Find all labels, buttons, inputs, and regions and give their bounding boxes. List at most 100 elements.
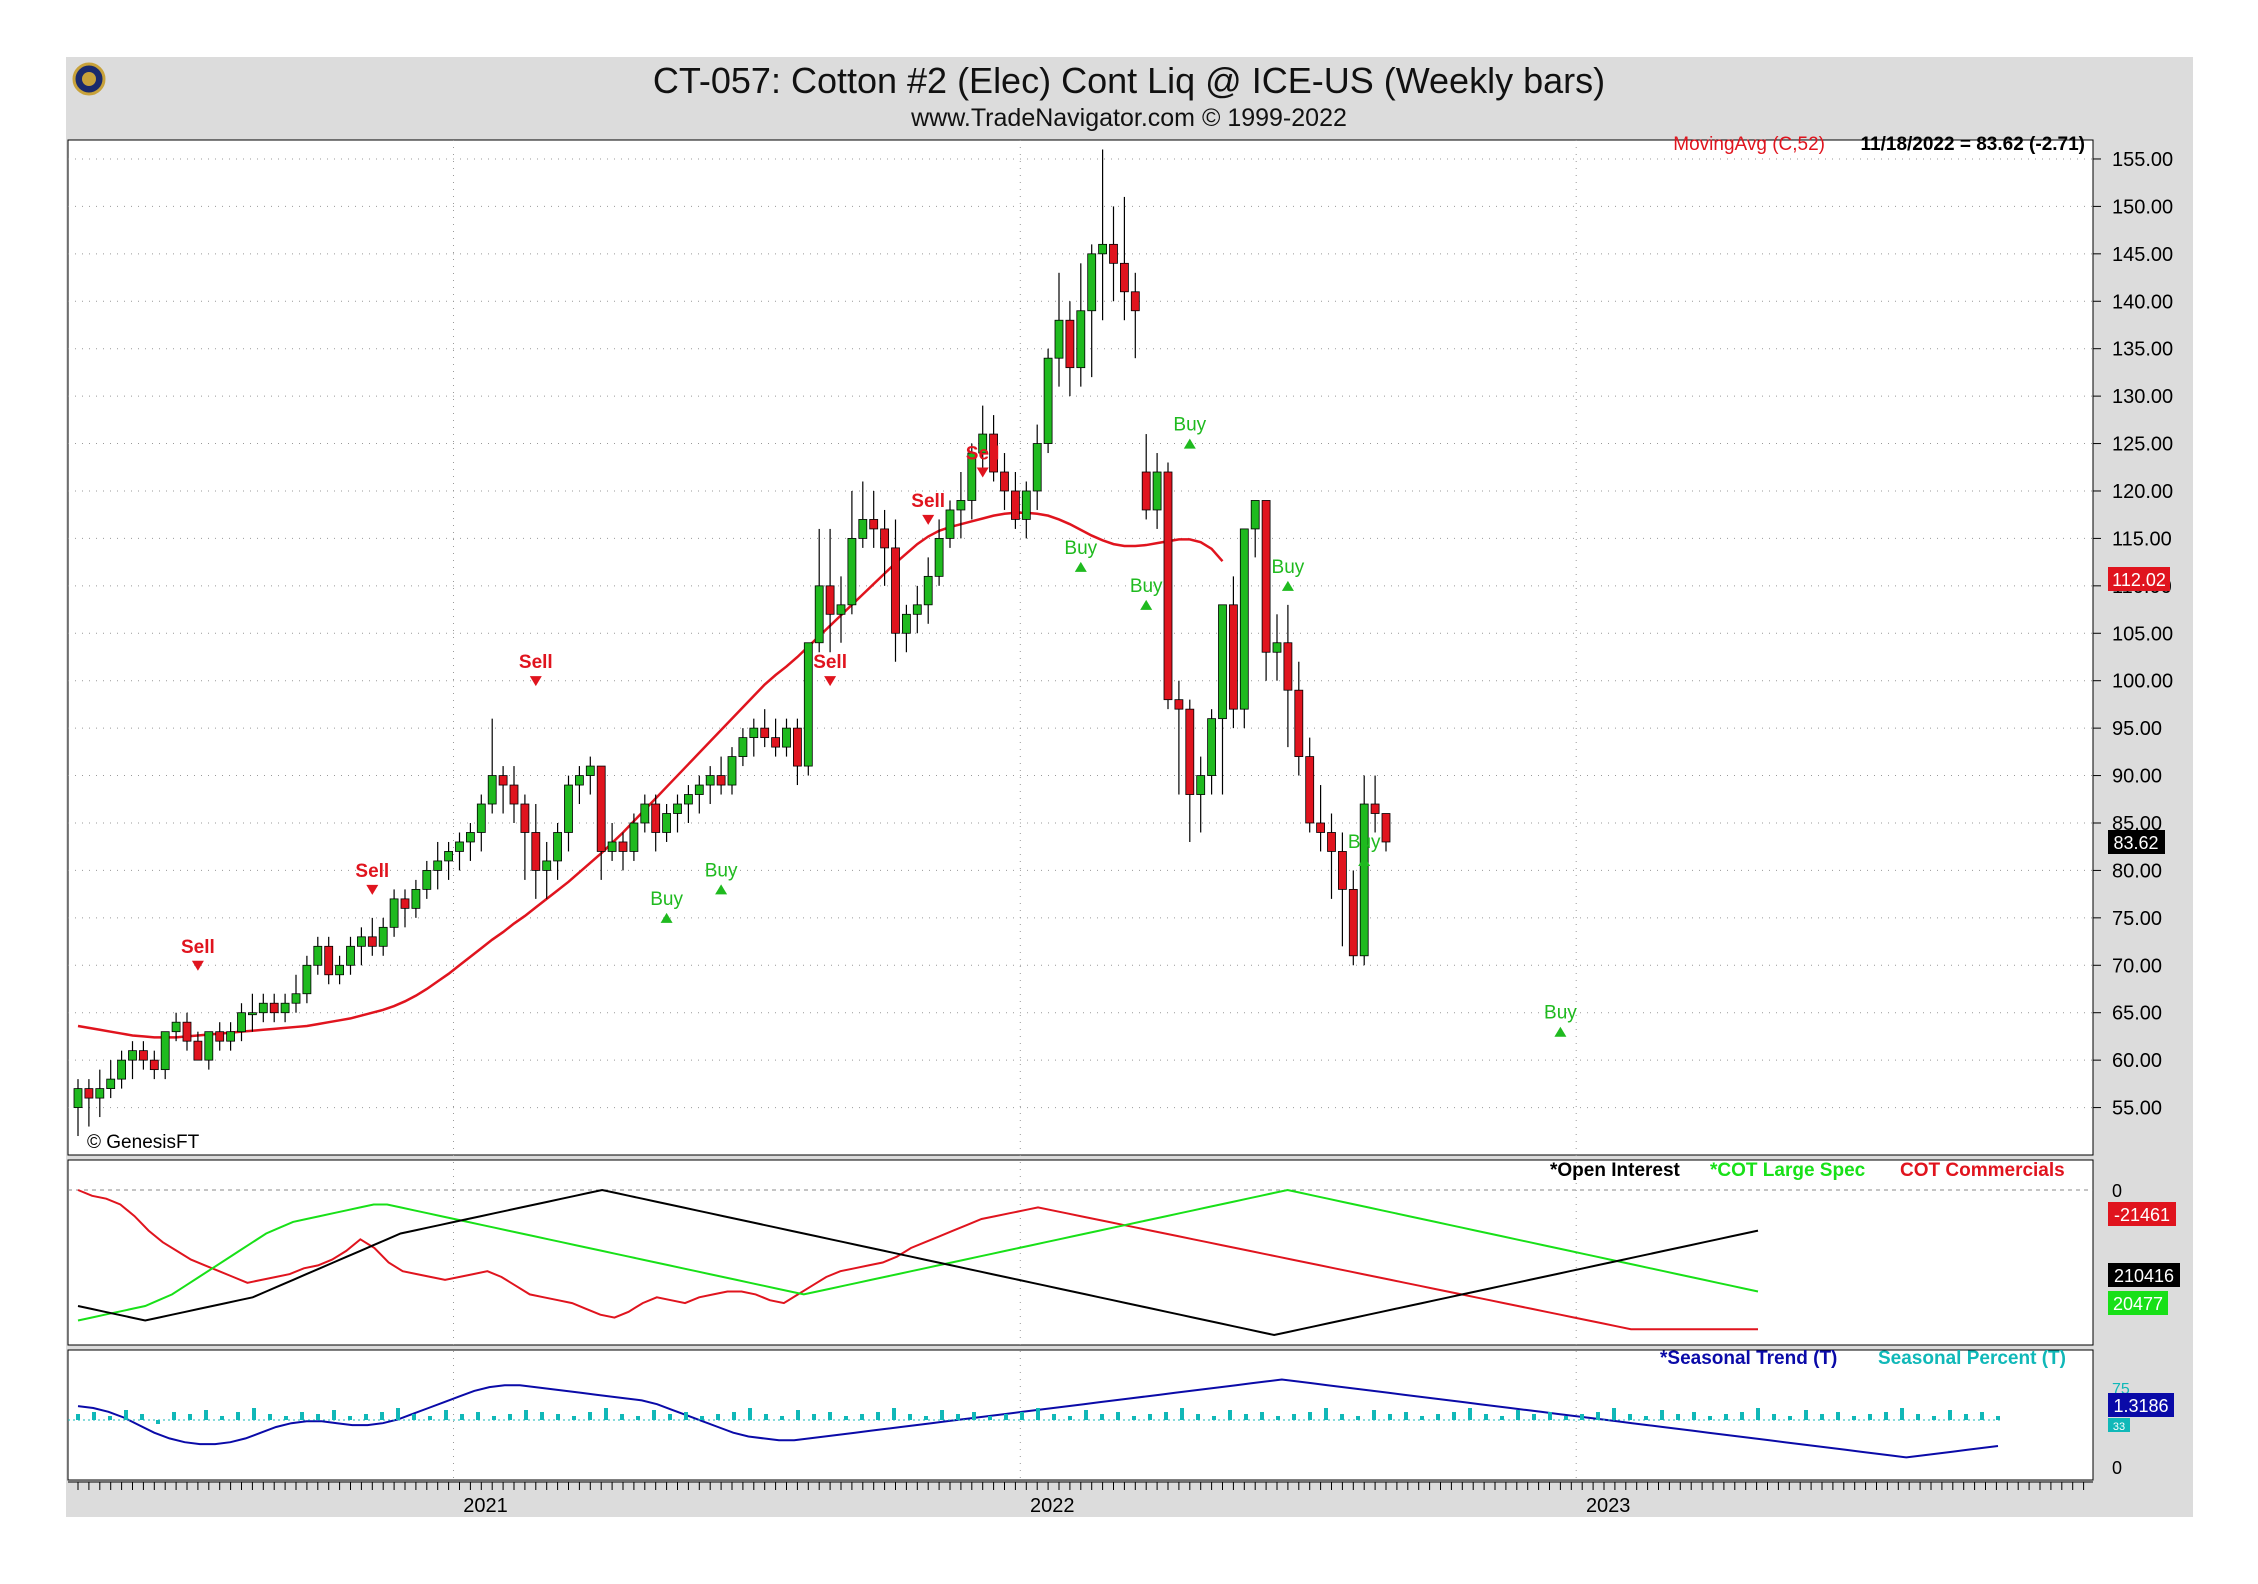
candle: [346, 936, 355, 975]
candle-body: [1120, 262, 1129, 293]
seasonal-percent-bar: [1404, 1412, 1408, 1420]
candle: [1250, 500, 1260, 558]
seasonal-percent-bar: [124, 1410, 128, 1420]
candle-body: [564, 784, 573, 833]
candle-body: [869, 519, 879, 530]
price-tick-label: 80.00: [2112, 860, 2162, 882]
candle: [596, 765, 606, 880]
candle: [356, 927, 366, 966]
candle: [978, 405, 988, 473]
seasonal-percent-bar: [1916, 1414, 1920, 1420]
candle: [1076, 263, 1086, 387]
price-tick-label: 115.00: [2112, 528, 2172, 550]
price-tick-label: 135.00: [2112, 339, 2173, 361]
candle-body: [1043, 357, 1053, 444]
candle-body: [1327, 832, 1336, 852]
candle-body: [128, 1050, 137, 1061]
candle: [880, 509, 889, 586]
price-tick-label: 60.00: [2112, 1050, 2162, 1072]
buy-signal-label: Buy: [650, 889, 683, 910]
seasonal-percent-bar: [172, 1412, 176, 1420]
candle-body: [1283, 642, 1293, 691]
candle-body: [193, 1040, 203, 1061]
candle: [1185, 699, 1195, 842]
price-tick-label: 70.00: [2112, 955, 2162, 977]
open-interest-lines: [77, 1188, 1759, 1337]
candle-body: [455, 841, 464, 852]
seasonal-percent-bar: [876, 1412, 880, 1420]
candle-body: [1250, 500, 1260, 530]
seasonal-percent-bar: [348, 1416, 352, 1420]
candle-body: [760, 727, 770, 739]
candle-body: [465, 832, 475, 843]
candle-body: [291, 993, 301, 1004]
candle-body: [1109, 243, 1118, 264]
seasonal-percent-bar: [1084, 1410, 1088, 1420]
buy-arrow-icon: [715, 884, 728, 895]
seasonal-percent-bar: [1500, 1416, 1504, 1420]
candle-body: [84, 1088, 94, 1099]
seasonal-percent-bar: [748, 1408, 752, 1420]
candle: [400, 889, 410, 928]
seasonal-percent-bar: [1772, 1414, 1776, 1420]
seasonal-percent-bar: [956, 1414, 960, 1420]
candle: [651, 794, 661, 852]
candle-body: [1207, 718, 1216, 776]
candle-body: [149, 1059, 159, 1071]
candle-body: [335, 964, 345, 976]
candle-body: [836, 604, 846, 615]
seasonal-percent-bar: [412, 1414, 416, 1420]
svg-text:33: 33: [2113, 1421, 2125, 1433]
buy-signal-label: Buy: [1348, 832, 1381, 853]
candle-body: [858, 519, 868, 539]
candle: [640, 794, 650, 833]
candle: [793, 718, 802, 786]
candle: [182, 1012, 192, 1051]
sell-signal-label: Sell: [966, 443, 1000, 464]
chart-title: CT-057: Cotton #2 (Elec) Cont Liq @ ICE-…: [652, 60, 1606, 101]
candle: [1338, 832, 1347, 947]
candle-body: [182, 1021, 192, 1042]
buy-signal-label: Buy: [1064, 538, 1097, 559]
candle: [1316, 785, 1325, 852]
candle: [378, 917, 388, 956]
candle-body: [280, 1002, 290, 1014]
candle: [967, 443, 977, 520]
price-tick-label: 95.00: [2112, 718, 2162, 740]
seasonal-percent-bar: [1132, 1416, 1136, 1420]
seasonal-percent-bar: [1100, 1414, 1104, 1420]
candle-body: [1370, 803, 1380, 814]
seasonal-percent-bar: [188, 1414, 192, 1420]
candle: [226, 1022, 236, 1051]
candle: [575, 766, 584, 805]
seasonal-panel: [67, 1349, 2094, 1481]
candle: [324, 936, 334, 985]
candle-body: [771, 737, 780, 748]
seasonal-percent-bar: [1276, 1416, 1280, 1420]
candle: [433, 841, 443, 890]
price-tick-label: 85.00: [2112, 813, 2162, 835]
seasonal-percent-bar: [556, 1414, 560, 1420]
seasonal-percent-bar: [460, 1414, 464, 1420]
buy-arrow-icon: [1281, 580, 1294, 591]
price-tick-label: 55.00: [2112, 1098, 2162, 1120]
seasonal-percent-bar: [1212, 1416, 1216, 1420]
candle: [1032, 424, 1042, 510]
candle-body: [673, 803, 682, 814]
candle: [923, 557, 933, 624]
seasonal-percent-bar: [1580, 1414, 1584, 1420]
candle: [106, 1060, 116, 1099]
oi-series-line: [77, 1188, 1759, 1337]
sell-signal-label: Sell: [813, 652, 847, 673]
seasonal-percent-bar: [716, 1414, 720, 1420]
candle-body: [520, 803, 530, 833]
svg-text:1.3186: 1.3186: [2113, 1396, 2168, 1416]
seasonal-percent-bar: [924, 1416, 928, 1420]
candle: [444, 841, 454, 880]
candlestick-layer: [73, 149, 1391, 1137]
candle: [1021, 481, 1031, 539]
candle: [487, 718, 497, 814]
seasonal-percent-bar: [668, 1414, 672, 1420]
seasonal-percent-bar: [604, 1408, 608, 1420]
candle-body: [106, 1078, 116, 1089]
